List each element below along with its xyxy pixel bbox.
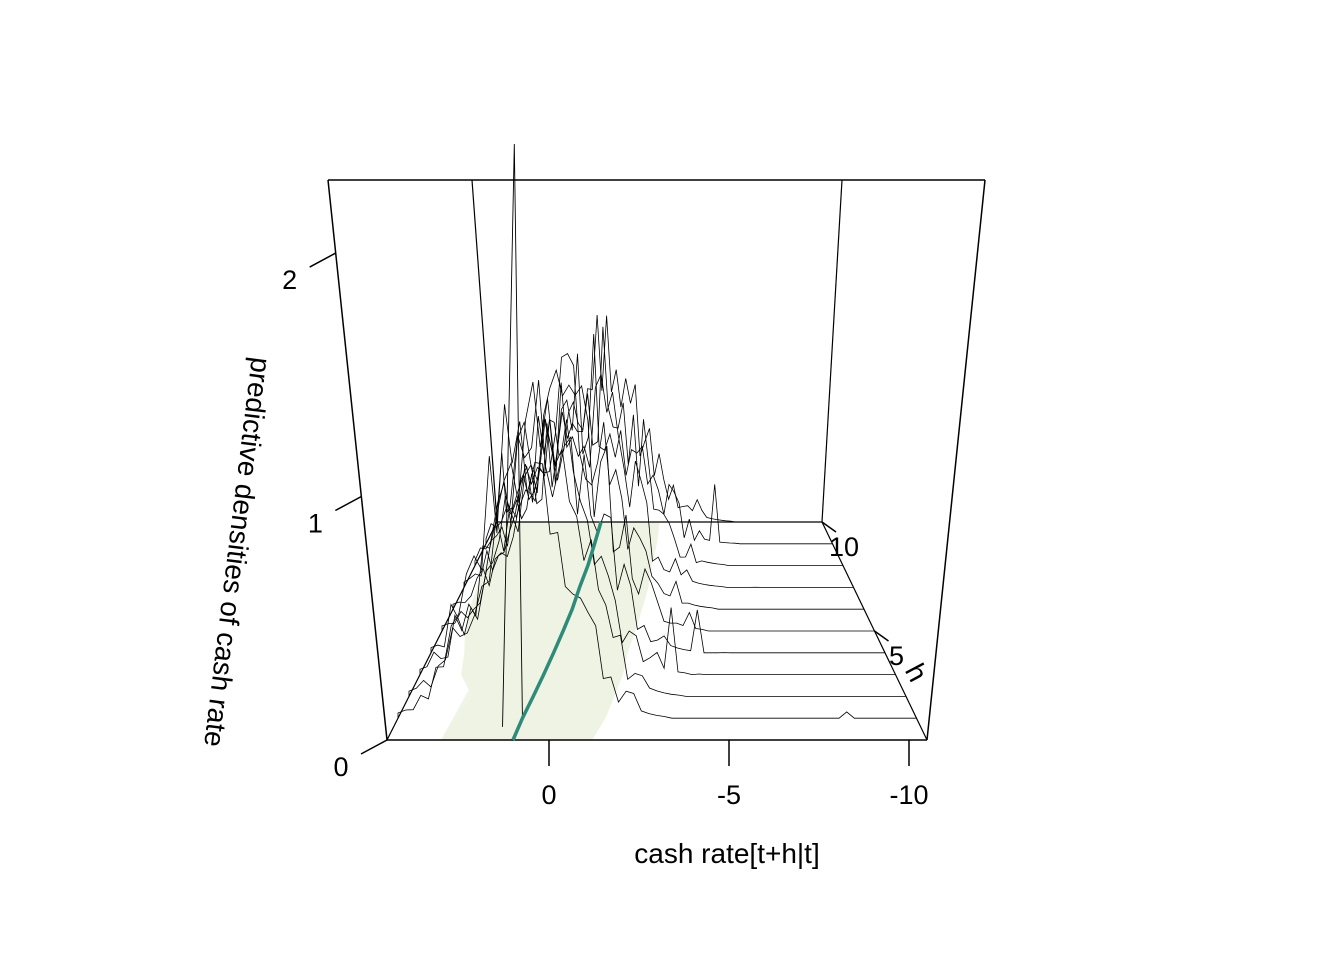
density-line-h4 <box>430 419 885 654</box>
z-tick-1 <box>334 495 362 512</box>
back-left-edge <box>471 179 498 523</box>
predictive-interval-band-group <box>441 522 660 740</box>
h-tick-0 <box>874 630 889 642</box>
back-right-edge <box>821 179 843 523</box>
density-lines-group <box>397 144 917 727</box>
axes-group: 0 -5 -10 5 10 0 1 2 <box>282 252 929 810</box>
h-axis-title: h <box>899 658 934 686</box>
density-line-h10 <box>496 314 822 523</box>
front-right-edge <box>926 179 986 741</box>
x-tick-label-0: 0 <box>541 780 556 810</box>
z-tick-label-2: 2 <box>282 265 297 295</box>
median-path-group <box>511 521 603 741</box>
density-line-h5 <box>441 368 875 632</box>
density-line-h9 <box>485 326 833 545</box>
z-tick-label-1: 1 <box>308 509 323 539</box>
h-tick-1 <box>821 521 837 533</box>
front-left-edge <box>327 179 388 741</box>
z-axis-title: predictive densities of cash rate <box>198 356 277 749</box>
x-axis-title: cash rate[t+h|t] <box>634 838 820 869</box>
x-tick-label-2: -10 <box>889 780 928 810</box>
h-tick-label-1: 10 <box>829 532 859 562</box>
density-line-h7 <box>463 372 854 588</box>
density-line-h1 <box>397 404 917 719</box>
interval-band-peak <box>441 564 593 740</box>
density-line-h3 <box>419 380 896 676</box>
density-line-h2 <box>408 381 906 697</box>
h-tick-label-0: 5 <box>889 641 904 671</box>
x-tick-label-1: -5 <box>717 780 741 810</box>
z-tick-label-0: 0 <box>333 752 348 782</box>
density-spike-tall <box>502 144 523 727</box>
plot-box-group <box>327 179 986 741</box>
median-path <box>511 521 603 741</box>
z-tick-2 <box>309 252 337 268</box>
z-tick-0 <box>360 739 388 755</box>
density-line-h8 <box>474 333 843 566</box>
